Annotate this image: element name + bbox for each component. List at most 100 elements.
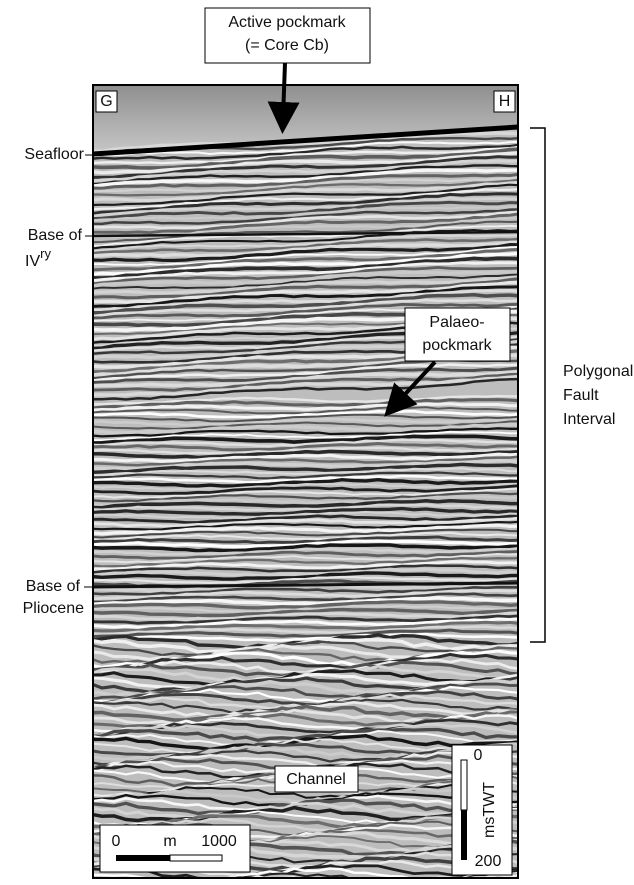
- corner-box: [95, 90, 118, 113]
- label-box: [404, 307, 511, 362]
- reflector: [93, 449, 518, 460]
- reflector: [93, 251, 518, 276]
- reflector: [93, 288, 518, 312]
- reflector: [93, 151, 518, 175]
- reflector: [93, 487, 518, 499]
- scale-label: m: [163, 833, 176, 850]
- reflector: [93, 620, 518, 633]
- reflector: [93, 611, 518, 622]
- reflector: [93, 652, 518, 673]
- reflector: [93, 430, 518, 442]
- label: IVry: [25, 246, 51, 270]
- label-box: [204, 7, 371, 64]
- label: Channel: [286, 771, 346, 788]
- scale-bar: [169, 854, 223, 862]
- reflector: [93, 503, 518, 513]
- scale-bar: [460, 759, 468, 811]
- reflector: [93, 727, 518, 742]
- horizon: [93, 581, 518, 589]
- reflector: [93, 617, 518, 629]
- reflector: [93, 145, 518, 165]
- reflector: [93, 520, 518, 531]
- scale-bar: [116, 855, 170, 861]
- corner-label: H: [499, 93, 511, 110]
- reflector: [93, 302, 518, 320]
- reflector: [93, 280, 518, 304]
- reflector: [93, 374, 518, 397]
- reflector: [93, 398, 518, 410]
- label: Seafloor: [24, 146, 84, 163]
- reflector: [93, 228, 518, 250]
- reflector: [93, 546, 518, 556]
- reflector: [93, 477, 518, 488]
- reflector: [93, 377, 518, 401]
- reflector: [93, 798, 518, 816]
- reflector: [93, 269, 518, 288]
- reflector: [93, 363, 518, 382]
- label-box: [274, 765, 359, 793]
- reflector: [93, 256, 518, 280]
- reflector: [93, 640, 518, 657]
- label-sup: ry: [40, 246, 51, 261]
- reflector: [93, 592, 518, 604]
- reflector: [93, 604, 518, 613]
- label: Polygonal: [563, 363, 633, 380]
- reflector: [93, 607, 518, 618]
- seafloor-reflector: [92, 124, 519, 157]
- reflector: [93, 159, 518, 183]
- reflector: [93, 242, 518, 263]
- panel-frame: [92, 84, 519, 879]
- reflector: [93, 212, 518, 235]
- reflector: [93, 298, 518, 318]
- reflector: [93, 442, 518, 452]
- reflector: [93, 474, 518, 484]
- reflector: [93, 543, 518, 553]
- reflector: [93, 462, 518, 474]
- scale-box: [99, 824, 251, 873]
- reflector: [93, 237, 518, 255]
- scale-label: msTWT: [481, 782, 498, 838]
- label: Active pockmark: [228, 14, 346, 31]
- reflector: [93, 273, 518, 290]
- reflector: [93, 200, 518, 221]
- reflector: [93, 176, 518, 193]
- scale-bar: [461, 810, 467, 860]
- reflector: [93, 234, 518, 253]
- reflector: [93, 864, 518, 878]
- reflector: [93, 571, 518, 581]
- label: pockmark: [422, 337, 492, 354]
- reflector: [93, 589, 518, 601]
- scale-label: 0: [474, 747, 483, 764]
- reflector: [93, 596, 518, 607]
- scale-label: 200: [475, 853, 502, 870]
- reflector: [93, 531, 518, 541]
- reflector: [93, 413, 518, 423]
- reflector: [93, 434, 518, 445]
- corner-label: G: [100, 93, 112, 110]
- reflector: [93, 550, 518, 560]
- reflector: [93, 628, 518, 638]
- label: Interval: [563, 411, 615, 428]
- reflector: [93, 261, 518, 282]
- label: Fault: [563, 387, 599, 404]
- label: Palaeo-: [429, 314, 484, 331]
- reflector: [93, 246, 518, 266]
- reflector: [93, 293, 518, 315]
- reflector: [93, 275, 518, 295]
- reflector: [93, 224, 518, 247]
- reflector: [93, 575, 518, 584]
- reflector: [93, 402, 518, 412]
- reflector: [93, 438, 518, 448]
- reflector: [93, 733, 518, 752]
- reflector: [93, 422, 518, 435]
- reflector: [93, 409, 518, 419]
- reflector: [93, 585, 518, 596]
- reflector: [93, 560, 518, 571]
- reflector: [93, 178, 518, 197]
- reflector: [93, 172, 518, 190]
- reflector: [93, 168, 518, 188]
- reflector: [93, 467, 518, 477]
- reflector: [93, 523, 518, 536]
- reflector: [93, 455, 518, 467]
- reflector: [93, 240, 518, 258]
